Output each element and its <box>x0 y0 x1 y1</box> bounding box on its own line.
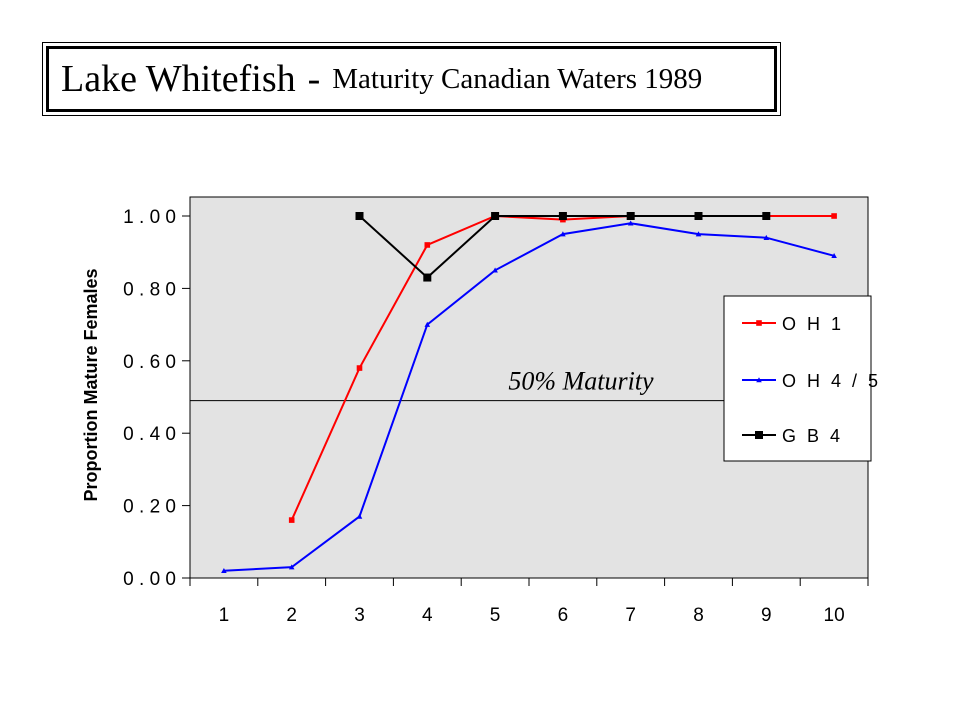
series-2 <box>355 212 771 282</box>
data-point <box>627 220 634 226</box>
x-tick-label: 6 <box>558 605 569 626</box>
data-point <box>558 212 567 220</box>
data-point <box>221 567 227 573</box>
data-point <box>356 365 363 371</box>
data-point <box>492 267 498 273</box>
reference-line-group: 50% Maturity <box>190 367 734 402</box>
data-point <box>288 564 295 570</box>
legend-swatch-marker <box>756 377 762 383</box>
data-point <box>695 231 702 237</box>
axes: 0 . 0 0 0 . 2 0 0 . 4 0 0 . 6 0 0 . 8 0 1 . 0… <box>123 207 869 626</box>
x-tick-label: 2 <box>286 605 297 626</box>
data-point <box>424 242 431 248</box>
data-point <box>762 212 771 220</box>
reference-line-label: 50% Maturity <box>508 367 654 396</box>
data-point <box>423 273 432 282</box>
x-tick-label: 7 <box>625 605 636 626</box>
data-point <box>763 234 770 240</box>
data-point <box>831 253 837 259</box>
data-point <box>355 212 364 220</box>
legend-swatch-marker <box>755 431 763 439</box>
x-tick-label: 3 <box>354 605 365 626</box>
chart-title-box: Lake Whitefish - Maturity Canadian Water… <box>42 42 781 116</box>
legend-entry: G B 4 <box>782 426 843 446</box>
y-axis-label: Proportion Mature Females <box>81 268 101 501</box>
x-tick-label: 4 <box>422 605 433 626</box>
chart-subtitle: Maturity Canadian Waters 1989 <box>332 62 703 95</box>
legend-entry: O H 4 / 5 <box>782 371 881 391</box>
y-tick-label: 0 . 6 0 <box>123 352 176 373</box>
x-tick-label: 9 <box>761 605 772 626</box>
y-tick-label: 1 . 0 0 <box>123 207 176 228</box>
data-point <box>424 321 431 327</box>
y-tick-label: 0 . 0 0 <box>123 569 176 590</box>
legend-entry: O H 1 <box>782 314 844 334</box>
legend: O H 1 O H 4 / 5 G B 4 <box>723 295 881 462</box>
series-group <box>221 212 837 573</box>
x-tick-label: 8 <box>693 605 704 626</box>
x-tick-label: 10 <box>824 605 845 626</box>
chart-title-separator: - <box>307 58 321 100</box>
chart-title: Lake Whitefish <box>61 58 296 100</box>
data-point <box>560 231 566 237</box>
y-tick-label: 0 . 2 0 <box>123 497 176 518</box>
data-point <box>288 517 295 523</box>
data-point <box>356 513 363 519</box>
series-1 <box>221 220 837 573</box>
legend-swatch-marker <box>756 320 762 326</box>
y-tick-label: 0 . 8 0 <box>123 279 176 300</box>
data-point <box>626 212 635 220</box>
y-tick-label: 0 . 4 0 <box>123 424 176 445</box>
data-point <box>491 212 500 220</box>
data-point <box>694 212 703 220</box>
data-point <box>831 213 837 219</box>
x-tick-label: 1 <box>219 605 230 626</box>
chart-title-frame: Lake Whitefish - Maturity Canadian Water… <box>46 46 777 112</box>
x-tick-label: 5 <box>490 605 501 626</box>
series-line <box>223 222 835 572</box>
